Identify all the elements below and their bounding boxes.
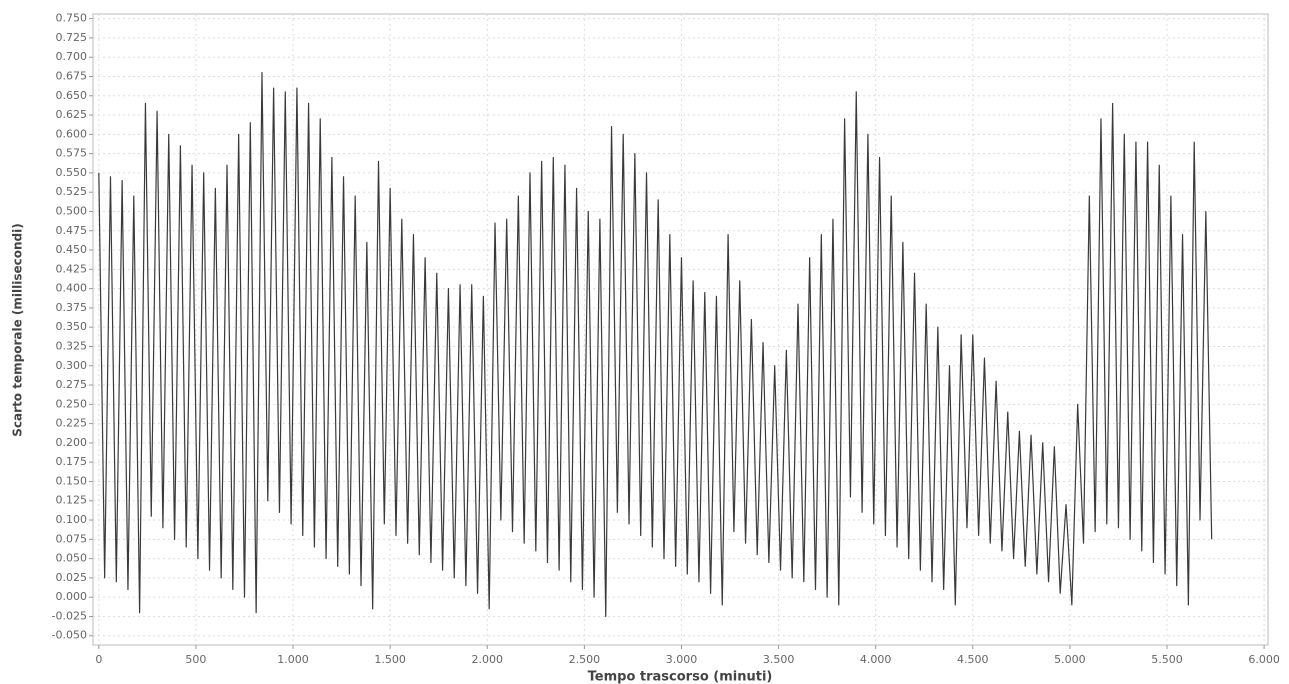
x-axis-label: Tempo trascorso (minuti) xyxy=(588,670,773,684)
y-tick-label: 0.500 xyxy=(56,204,88,217)
y-tick-label: 0.750 xyxy=(56,12,88,25)
x-tick-label: 4.500 xyxy=(957,653,989,666)
y-tick-label: 0.450 xyxy=(56,243,88,256)
x-tick-label: 6.000 xyxy=(1248,653,1280,666)
y-tick-label: 0.275 xyxy=(56,378,88,391)
y-tick-label: -0.025 xyxy=(52,609,87,622)
x-tick-label: 3.500 xyxy=(763,653,795,666)
y-tick-label: 0.025 xyxy=(56,571,88,584)
y-tick-label: 0.475 xyxy=(56,224,88,237)
y-tick-label: 0.550 xyxy=(56,166,88,179)
y-tick-label: -0.050 xyxy=(52,629,87,642)
y-tick-label: 0.600 xyxy=(56,127,88,140)
x-tick-label: 4.000 xyxy=(860,653,892,666)
y-tick-label: 0.575 xyxy=(56,147,88,160)
y-tick-label: 0.325 xyxy=(56,339,88,352)
y-tick-label: 0.675 xyxy=(56,69,88,82)
y-tick-label: 0.625 xyxy=(56,108,88,121)
y-tick-label: 0.000 xyxy=(56,590,88,603)
x-tick-label: 500 xyxy=(185,653,206,666)
x-tick-label: 3.000 xyxy=(666,653,698,666)
y-tick-label: 0.200 xyxy=(56,436,88,449)
y-tick-label: 0.125 xyxy=(56,494,88,507)
y-tick-label: 0.350 xyxy=(56,320,88,333)
y-tick-label: 0.100 xyxy=(56,513,88,526)
y-tick-label: 0.175 xyxy=(56,455,88,468)
x-tick-label: 5.000 xyxy=(1054,653,1086,666)
y-tick-label: 0.700 xyxy=(56,50,88,63)
y-tick-label: 0.050 xyxy=(56,552,88,565)
y-tick-label: 0.425 xyxy=(56,262,88,275)
y-tick-label: 0.650 xyxy=(56,89,88,102)
y-tick-label: 0.375 xyxy=(56,301,88,314)
y-tick-label: 0.225 xyxy=(56,417,88,430)
x-tick-label: 5.500 xyxy=(1151,653,1183,666)
y-axis-label: Scarto temporale (millisecondi) xyxy=(11,223,25,436)
x-tick-label: 1.500 xyxy=(374,653,406,666)
data-line xyxy=(98,72,1213,618)
y-tick-label: 0.725 xyxy=(56,31,88,44)
y-tick-label: 0.250 xyxy=(56,397,88,410)
y-tick-label: 0.150 xyxy=(56,474,88,487)
y-tick-label: 0.400 xyxy=(56,282,88,295)
x-tick-label: 2.500 xyxy=(569,653,601,666)
x-tick-label: 1.000 xyxy=(277,653,309,666)
y-tick-label: 0.525 xyxy=(56,185,88,198)
y-tick-label: 0.075 xyxy=(56,532,88,545)
x-tick-label: 0 xyxy=(95,653,102,666)
y-tick-label: 0.300 xyxy=(56,359,88,372)
x-tick-label: 2.000 xyxy=(472,653,504,666)
